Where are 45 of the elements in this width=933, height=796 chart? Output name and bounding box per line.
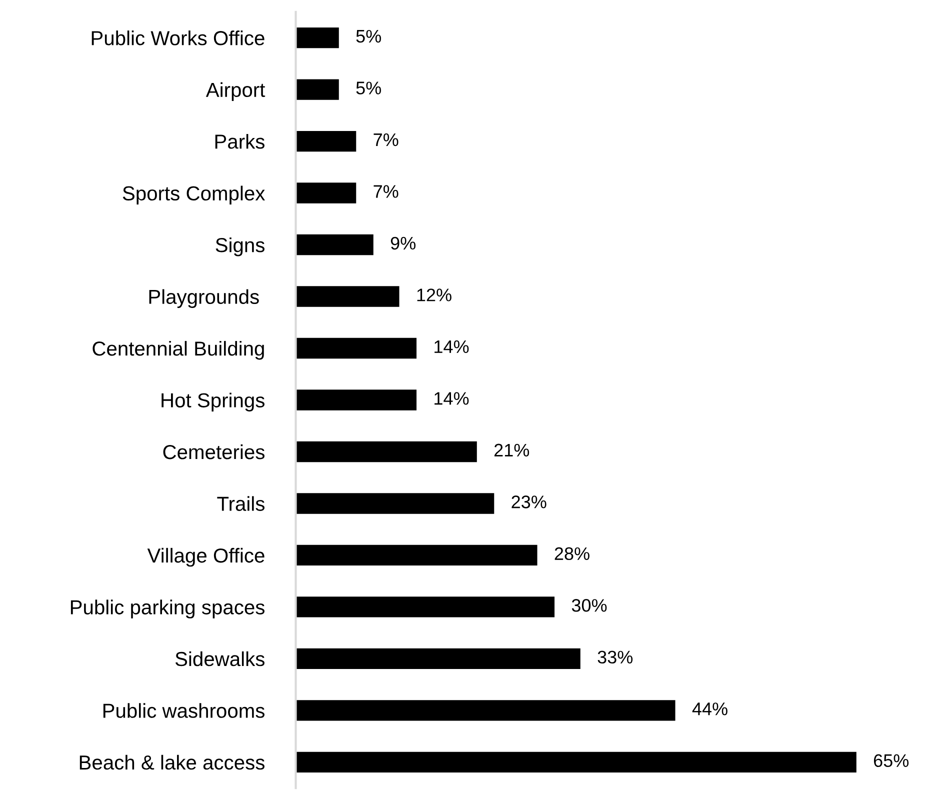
bar	[296, 338, 417, 359]
y-tick-label: Signs	[216, 237, 264, 256]
bar	[296, 596, 555, 618]
y-tick-label: Sports Complex	[122, 186, 265, 205]
bar	[296, 441, 477, 462]
y-tick-label: Public parking spaces	[70, 600, 264, 618]
y-tick-label: Trails	[217, 496, 264, 511]
y-tick-label: Beach & lake access	[80, 754, 264, 770]
bar	[296, 648, 580, 670]
y-tick-label: Public Works Office	[92, 30, 264, 46]
bar	[296, 234, 374, 256]
bar	[296, 493, 494, 514]
y-tick-label: Centennial Building	[92, 340, 264, 360]
y-tick-label: Sidewalks	[175, 651, 264, 666]
y-tick-label: Playgrounds	[149, 289, 259, 308]
bar	[296, 752, 856, 773]
data-label: 7%	[374, 185, 398, 198]
y-tick-label: Cemeteries	[163, 444, 264, 460]
bar	[296, 544, 538, 566]
y-tick-label: Parks	[215, 134, 264, 149]
data-label: 12%	[417, 288, 452, 302]
bar	[296, 27, 339, 48]
bar	[296, 130, 356, 152]
data-label: 65%	[874, 754, 909, 768]
y-tick-label: Airport	[206, 82, 266, 102]
data-label: 30%	[572, 599, 607, 612]
data-label: 33%	[598, 650, 633, 664]
data-label: 28%	[554, 547, 590, 560]
bar	[296, 182, 356, 204]
bar	[296, 700, 676, 721]
data-label: 21%	[494, 444, 530, 457]
y-tick-label: Hot Springs	[162, 392, 264, 412]
data-label: 14%	[434, 392, 469, 405]
bar	[296, 390, 417, 410]
data-label: 7%	[374, 133, 398, 146]
y-tick-label: Village Office	[147, 548, 264, 567]
data-label: 14%	[434, 340, 469, 354]
y-tick-label: Public washrooms	[103, 703, 264, 718]
data-label: 5%	[356, 30, 382, 43]
data-label: 44%	[692, 702, 728, 716]
data-label: 23%	[512, 496, 546, 508]
data-label: 9%	[390, 236, 416, 250]
data-label: 5%	[356, 82, 382, 94]
bar	[296, 79, 339, 100]
bar	[296, 286, 400, 307]
